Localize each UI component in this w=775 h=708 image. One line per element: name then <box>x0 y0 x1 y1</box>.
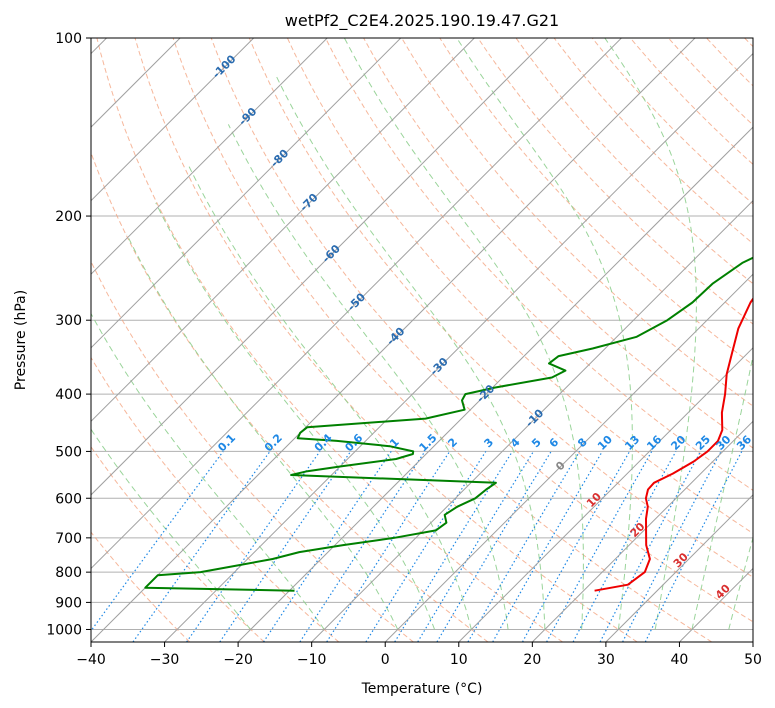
mixing-ratio-line <box>394 451 513 642</box>
moist-adiabat-line <box>728 535 753 630</box>
y-tick-label: 400 <box>55 387 82 403</box>
mixing-ratio-line <box>365 451 487 642</box>
moist-adiabat-line <box>604 38 697 630</box>
dry-adiabat-line <box>325 38 753 491</box>
dewpoint-profile-line <box>144 256 753 592</box>
isotherm-line <box>458 347 753 642</box>
dry-adiabat-line <box>91 151 489 642</box>
mixing-ratio-line <box>132 451 271 642</box>
mixing-ratio-label: 36 <box>734 433 754 453</box>
mixing-ratio-line <box>521 451 631 642</box>
isotherm-line <box>91 38 255 202</box>
y-tick-label: 200 <box>55 209 82 225</box>
dry-adiabat-line <box>91 260 414 642</box>
mixing-ratio-line <box>467 451 581 642</box>
moist-adiabat-line <box>343 38 584 630</box>
dry-adiabat-line <box>515 38 753 285</box>
plot-area: -100-90-80-70-60-50-40-30-20-10010203040… <box>91 38 754 642</box>
dry-adiabat-line <box>477 38 753 325</box>
dry-adiabats <box>91 38 753 642</box>
y-tick-label: 700 <box>55 531 82 547</box>
moist-adiabat-line <box>456 38 633 630</box>
dry-adiabat-line <box>401 38 753 407</box>
moist-adiabat-line <box>227 124 509 630</box>
y-tick-label: 600 <box>55 491 82 507</box>
isotherm-line <box>605 494 753 642</box>
dry-adiabat-line <box>134 38 638 642</box>
isotherm-line <box>91 38 696 642</box>
mixing-ratio-line <box>91 451 224 632</box>
dry-adiabat-line <box>91 531 191 642</box>
moist-adiabat-line <box>126 234 399 630</box>
mixing-ratio-line <box>326 451 451 642</box>
mixing-ratio-line <box>492 451 603 642</box>
isotherm-line <box>531 420 753 642</box>
isotherm-line <box>237 126 753 642</box>
y-tick-label: 900 <box>55 595 82 611</box>
isotherm-line <box>91 38 622 570</box>
x-tick-label: 40 <box>671 652 689 668</box>
y-axis-ticks: 100 200 300 400 500 600 700 800 900 1000 <box>46 31 91 638</box>
moist-adiabat-line <box>188 166 472 630</box>
temperature-profile-line <box>594 297 753 592</box>
moist-adiabat-line <box>691 353 753 630</box>
y-tick-label: 1000 <box>46 622 82 638</box>
chart-title: wetPf2_C2E4.2025.190.19.47.G21 <box>285 11 559 31</box>
dry-adiabat-line <box>439 38 753 366</box>
isotherm-line <box>164 52 753 642</box>
y-tick-label: 800 <box>55 565 82 581</box>
isotherm-grid <box>91 38 753 642</box>
moist-adiabat-line <box>274 73 546 630</box>
moist-adiabats <box>91 38 753 630</box>
dry-adiabat-line <box>91 356 340 642</box>
x-tick-label: −40 <box>76 652 106 668</box>
sounding-series <box>144 256 753 592</box>
dry-adiabat-line <box>96 38 563 642</box>
y-axis-label: Pressure (hPa) <box>13 290 29 390</box>
isotherm-line <box>91 38 402 349</box>
x-tick-label: 30 <box>597 652 615 668</box>
isotherm-line <box>311 199 753 642</box>
mixing-ratio-line <box>219 451 352 642</box>
isotherm-line <box>384 273 753 642</box>
dry-adiabat-line <box>286 38 753 534</box>
dry-adiabat-line <box>172 38 713 642</box>
isotherm-line <box>91 38 549 496</box>
x-axis-ticks: −40 −30 −20 −10 0 10 20 30 40 50 <box>76 642 762 668</box>
mixing-ratio-line <box>572 451 677 642</box>
plot-frame <box>90 37 754 643</box>
moist-adiabat-line <box>91 428 251 630</box>
mixing-ratio-lines <box>91 451 743 642</box>
x-tick-label: 20 <box>523 652 541 668</box>
dry-adiabat-line <box>248 38 753 578</box>
y-tick-label: 300 <box>55 313 82 329</box>
moist-adiabat-line <box>91 312 325 630</box>
x-tick-label: −10 <box>297 652 327 668</box>
x-tick-label: −30 <box>150 652 180 668</box>
dry-adiabat-line <box>210 38 753 623</box>
x-tick-label: −20 <box>223 652 253 668</box>
x-tick-label: 0 <box>381 652 390 668</box>
x-tick-label: 10 <box>450 652 468 668</box>
mixing-ratio-line <box>417 451 535 642</box>
isotherm-line <box>91 38 475 423</box>
x-axis-label: Temperature (°C) <box>361 681 483 697</box>
isotherm-line <box>91 38 328 275</box>
mixing-ratio-line <box>436 451 552 642</box>
dry-adiabat-line <box>591 38 753 205</box>
moist-adiabat-line <box>155 202 435 630</box>
x-tick-label: 50 <box>744 652 762 668</box>
y-tick-label: 500 <box>55 444 82 460</box>
y-tick-label: 100 <box>55 31 82 47</box>
